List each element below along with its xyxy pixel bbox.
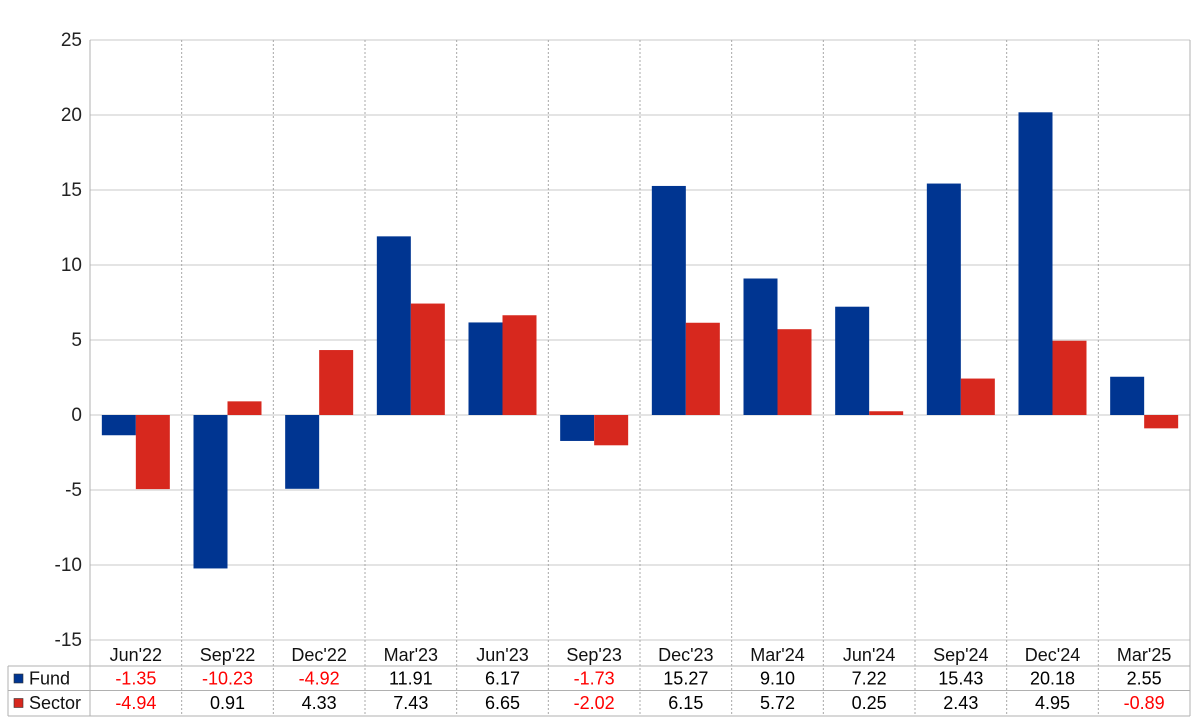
data-label-sector: 4.95 [1035,693,1070,713]
x-tick-label: Mar'25 [1117,645,1171,665]
data-label-fund: 2.55 [1127,669,1162,689]
data-label-sector: 4.33 [302,693,337,713]
y-tick-label: 25 [61,30,82,51]
legend-label-sector: Sector [29,693,81,713]
x-tick-label: Dec'22 [291,645,346,665]
data-label-fund: -10.23 [202,669,253,689]
bar-fund-6 [651,185,686,415]
bar-sector-9 [960,378,995,415]
bar-fund-1 [193,415,228,569]
bar-sector-11 [1144,415,1179,429]
data-label-fund: -4.92 [299,669,340,689]
data-label-fund: 7.22 [852,669,887,689]
bar-fund-4 [468,322,503,415]
y-tick-label: -5 [65,480,82,501]
data-label-fund: 6.17 [485,669,520,689]
data-label-fund: 20.18 [1030,669,1075,689]
data-label-sector: -2.02 [574,693,615,713]
data-label-sector: 5.72 [760,693,795,713]
bar-fund-2 [285,415,320,489]
y-tick-label: 0 [71,405,82,426]
data-label-sector: 7.43 [393,693,428,713]
bar-sector-7 [777,329,812,415]
bar-fund-10 [1018,112,1053,416]
bar-fund-7 [743,278,778,415]
bar-sector-3 [410,303,445,415]
y-tick-label: 10 [61,255,82,276]
bar-sector-2 [319,350,354,415]
x-tick-label: Jun'22 [110,645,162,665]
data-label-fund: -1.73 [574,669,615,689]
y-tick-label: -10 [55,555,82,576]
bar-sector-6 [685,322,720,415]
y-tick-label: -15 [55,630,82,651]
data-label-sector: 6.15 [668,693,703,713]
data-label-sector: 2.43 [943,693,978,713]
data-label-fund: 11.91 [389,669,433,689]
x-tick-label: Sep'23 [566,645,622,665]
bar-sector-0 [135,415,170,490]
legend-label-fund: Fund [29,669,70,689]
legend-swatch-sector [13,698,24,708]
y-tick-label: 20 [61,105,82,126]
data-label-sector: -0.89 [1124,693,1165,713]
data-label-fund: 15.43 [938,669,983,689]
x-tick-label: Sep'24 [933,645,989,665]
y-tick-label: 15 [61,180,82,201]
bar-fund-5 [560,415,595,441]
y-tick-label: 5 [71,330,82,351]
bar-sector-10 [1052,340,1087,415]
x-tick-label: Dec'23 [658,645,713,665]
bar-sector-4 [502,315,537,415]
data-label-fund: 9.10 [760,669,795,689]
bar-fund-3 [376,236,411,415]
data-label-sector: 6.65 [485,693,520,713]
bar-sector-1 [227,401,262,415]
bar-sector-8 [869,411,904,415]
x-tick-label: Jun'23 [476,645,528,665]
bar-sector-5 [594,415,629,446]
x-tick-label: Sep'22 [200,645,256,665]
data-label-sector: 0.91 [210,693,245,713]
data-label-fund: 15.27 [663,669,708,689]
bar-fund-11 [1110,376,1145,415]
data-label-sector: 0.25 [852,693,887,713]
bar-fund-9 [926,183,961,415]
data-label-sector: -4.94 [115,693,156,713]
data-label-fund: -1.35 [115,669,156,689]
x-tick-label: Jun'24 [843,645,895,665]
x-tick-label: Dec'24 [1025,645,1080,665]
x-tick-label: Mar'23 [384,645,438,665]
legend-swatch-fund [13,673,24,684]
bar-fund-8 [835,306,870,415]
x-tick-label: Mar'24 [750,645,804,665]
bar-fund-0 [101,415,136,436]
